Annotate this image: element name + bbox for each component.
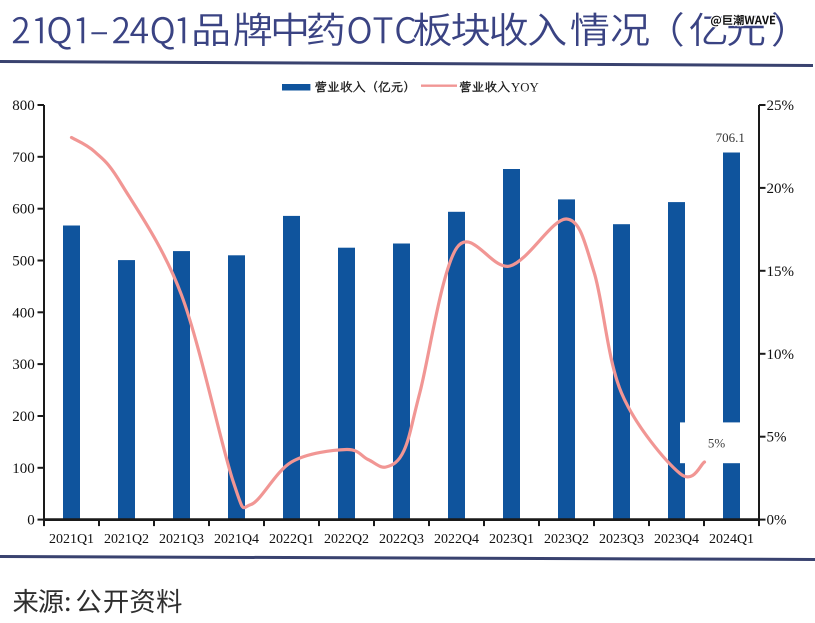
svg-text:2022Q3: 2022Q3: [379, 532, 424, 547]
svg-text:25%: 25%: [767, 98, 795, 114]
svg-text:2021Q1: 2021Q1: [49, 532, 94, 547]
svg-text:10%: 10%: [767, 347, 795, 363]
svg-text:706.1: 706.1: [716, 130, 745, 145]
svg-text:2023Q3: 2023Q3: [599, 532, 644, 547]
svg-text:2023Q1: 2023Q1: [489, 532, 534, 547]
svg-text:2021Q2: 2021Q2: [104, 532, 149, 547]
svg-text:100: 100: [12, 461, 35, 477]
svg-text:400: 400: [12, 305, 35, 321]
svg-text:5%: 5%: [708, 436, 726, 451]
svg-text:800: 800: [12, 98, 35, 114]
svg-text:15%: 15%: [767, 264, 795, 280]
svg-text:5%: 5%: [767, 430, 787, 446]
svg-text:300: 300: [12, 357, 35, 373]
svg-text:YOY: YOY: [511, 80, 539, 94]
svg-text:20%: 20%: [767, 181, 795, 197]
svg-text:2021Q4: 2021Q4: [214, 532, 259, 547]
svg-text:700: 700: [12, 150, 35, 166]
svg-text:2023Q4: 2023Q4: [654, 532, 699, 547]
svg-text:2021Q3: 2021Q3: [159, 532, 204, 547]
svg-text:0%: 0%: [767, 513, 787, 529]
svg-text:600: 600: [12, 202, 35, 218]
svg-text:2022Q2: 2022Q2: [324, 532, 369, 547]
svg-text:2022Q4: 2022Q4: [434, 532, 479, 547]
svg-text:2022Q1: 2022Q1: [269, 532, 314, 547]
svg-text:2023Q2: 2023Q2: [544, 532, 589, 547]
svg-text:500: 500: [12, 254, 35, 270]
svg-text:0: 0: [27, 513, 35, 529]
svg-text:2024Q1: 2024Q1: [709, 532, 754, 547]
svg-text:200: 200: [12, 409, 35, 425]
